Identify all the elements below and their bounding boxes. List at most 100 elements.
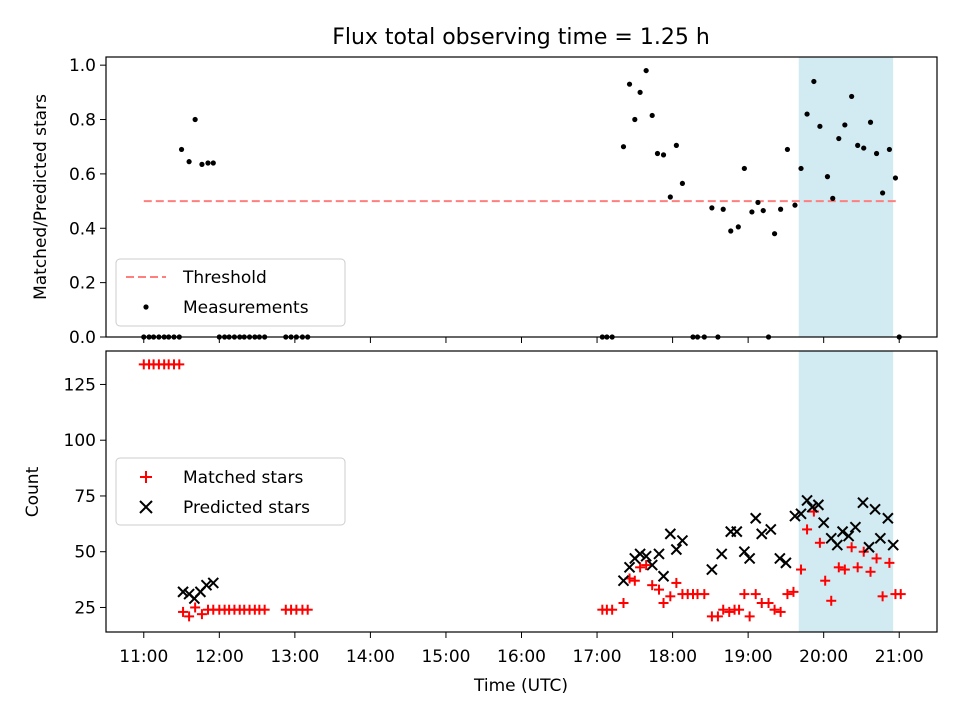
predicted-star-point xyxy=(842,530,855,542)
matched-star-point xyxy=(712,611,723,622)
predicted-star-point xyxy=(849,521,862,533)
y-tick-label: 50 xyxy=(74,543,96,563)
measurement-point xyxy=(735,224,741,230)
predicted-star-point xyxy=(774,552,786,565)
predicted-star-point xyxy=(806,501,819,513)
x-tick-label: 13:00 xyxy=(270,647,319,667)
measurement-point xyxy=(654,150,661,157)
x-tick-label: 11:00 xyxy=(119,647,168,667)
matched-star-point xyxy=(895,589,906,600)
measurement-point xyxy=(741,165,747,172)
measurement-point xyxy=(867,119,874,125)
y-tick-label: 0.8 xyxy=(69,111,96,131)
matched-star-point xyxy=(718,604,729,615)
measurement-point xyxy=(660,152,667,158)
top-y-ticks: 0.0 0.2 0.4 0.6 0.8 1.0 xyxy=(69,56,106,348)
matched-star-point xyxy=(852,562,863,573)
measurement-point xyxy=(760,207,766,214)
predicted-star-point xyxy=(743,552,756,565)
predicted-star-point xyxy=(676,534,689,547)
measurement-point xyxy=(199,161,205,167)
predicted-star-point xyxy=(634,548,646,560)
predicted-star-point xyxy=(857,496,869,509)
x-tick-label: 12:00 xyxy=(195,647,244,667)
measurement-point xyxy=(892,175,899,181)
measurement-point xyxy=(824,174,831,180)
matched-star-point xyxy=(658,598,669,609)
y-tick-label: 1.0 xyxy=(69,56,96,76)
bottom-y-label: Count xyxy=(23,466,43,517)
y-tick-label: 0.0 xyxy=(69,328,96,348)
measurement-point xyxy=(836,135,842,142)
matched-star-point xyxy=(174,359,185,370)
predicted-legend-label: Predicted stars xyxy=(183,498,310,518)
measurement-point xyxy=(861,145,867,151)
x-tick-label: 15:00 xyxy=(421,647,470,667)
matched-star-point xyxy=(871,553,882,564)
top-legend: Threshold Measurements xyxy=(115,258,346,327)
chart-title: Flux total observing time = 1.25 h xyxy=(332,25,710,50)
measurement-point xyxy=(792,202,798,208)
matched-star-point xyxy=(846,542,857,553)
measurement-point xyxy=(673,142,679,148)
measurements-legend-marker xyxy=(143,304,149,310)
predicted-star-point xyxy=(646,559,658,571)
top-panel: 0.0 0.2 0.4 0.6 0.8 1.0 Matched/Predicted sta… xyxy=(31,56,938,348)
highlight-span-rect xyxy=(798,351,894,632)
measurement-point xyxy=(649,112,655,119)
matched-star-point xyxy=(820,575,831,586)
y-tick-label: 125 xyxy=(64,375,96,395)
matched-star-point xyxy=(865,566,876,577)
measurement-point xyxy=(620,144,627,150)
measurement-point xyxy=(855,142,861,148)
matched-star-point xyxy=(884,557,895,568)
predicted-star-point xyxy=(863,541,875,553)
bottom-legend-box xyxy=(115,457,346,526)
measurement-point xyxy=(679,180,686,187)
matched-star-point xyxy=(750,589,761,600)
matched-star-point xyxy=(796,564,807,575)
x-tick-label: 20:00 xyxy=(799,647,848,667)
predicted-star-point xyxy=(200,579,213,591)
measurement-point xyxy=(186,159,192,165)
bottom-panel: 25 50 75 100 125 11:00 12:00 13:00 14:00 15:00 16… xyxy=(23,350,938,696)
matched-star-point xyxy=(833,562,844,573)
predicted-star-point xyxy=(749,512,762,524)
predicted-star-point xyxy=(706,563,718,576)
x-tick-label: 19:00 xyxy=(724,647,773,667)
predicted-star-point xyxy=(617,574,630,587)
predicted-star-point xyxy=(177,586,189,598)
bottom-highlight-span xyxy=(798,351,894,632)
bottom-legend: Matched stars Predicted stars xyxy=(115,457,346,526)
matched-star-point xyxy=(629,575,640,586)
predicted-star-point xyxy=(664,528,677,540)
matched-star-point xyxy=(653,584,664,595)
top-x-ticks xyxy=(143,337,900,343)
matched-star-point xyxy=(607,604,618,615)
predicted-star-point xyxy=(789,510,801,522)
measurement-point xyxy=(749,209,755,215)
measurement-point xyxy=(205,160,211,166)
matched-star-point xyxy=(190,602,201,613)
top-y-label: Matched/Predicted stars xyxy=(31,94,51,300)
x-tick-label: 21:00 xyxy=(875,647,924,667)
y-tick-label: 0.2 xyxy=(69,274,96,294)
x-axis-label: Time (UTC) xyxy=(473,676,568,696)
matched-star-point xyxy=(782,589,793,600)
bottom-x-ticks: 11:00 12:00 13:00 14:00 15:00 16:00 17:00 18:00… xyxy=(119,632,924,667)
x-tick-label: 18:00 xyxy=(648,647,697,667)
predicted-star-point xyxy=(657,570,670,582)
predicted-star-point xyxy=(653,548,665,560)
threshold-legend-label: Threshold xyxy=(182,268,267,288)
measurement-point xyxy=(720,206,726,212)
measurement-point xyxy=(842,122,848,128)
x-tick-label: 14:00 xyxy=(346,647,395,667)
matched-star-point xyxy=(259,604,270,615)
measurement-point xyxy=(755,199,761,206)
matched-star-point xyxy=(775,606,786,617)
matched-star-points xyxy=(138,359,906,622)
measurement-point xyxy=(178,146,185,153)
measurement-point xyxy=(728,228,734,234)
matched-star-point xyxy=(647,580,658,591)
predicted-star-points xyxy=(177,494,899,605)
